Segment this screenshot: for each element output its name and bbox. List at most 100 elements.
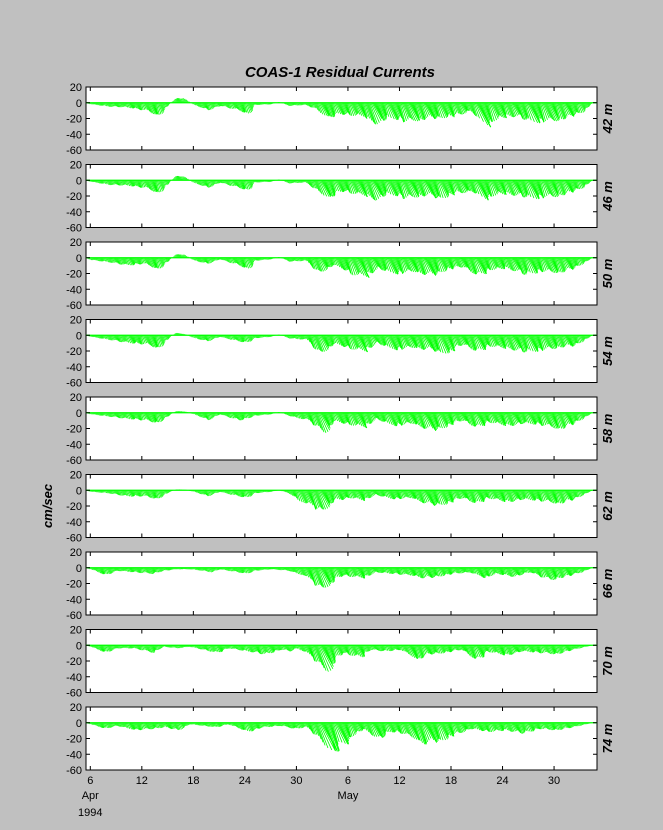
- stick: [538, 335, 543, 351]
- stick: [565, 722, 570, 729]
- stick: [413, 102, 419, 117]
- y-tick-label: -40: [66, 129, 82, 141]
- stick: [393, 180, 400, 194]
- stick: [130, 722, 135, 730]
- stick: [400, 490, 404, 499]
- stick: [109, 180, 113, 186]
- stick: [532, 490, 537, 499]
- stick: [297, 567, 301, 575]
- stick: [180, 722, 185, 729]
- stick: [225, 102, 228, 108]
- stick: [402, 567, 406, 574]
- stick: [347, 490, 351, 499]
- stick: [198, 645, 202, 650]
- stick: [572, 567, 576, 574]
- stick: [530, 412, 537, 425]
- stick: [441, 567, 446, 575]
- stick: [213, 722, 216, 727]
- stick: [414, 412, 419, 426]
- stick: [556, 490, 562, 504]
- stick: [350, 490, 355, 499]
- stick: [393, 567, 397, 573]
- stick: [480, 722, 485, 732]
- stick: [460, 722, 466, 732]
- stick: [492, 335, 499, 345]
- stick: [147, 257, 152, 267]
- stick: [218, 722, 221, 727]
- stick: [122, 412, 126, 418]
- stick: [535, 645, 540, 653]
- stick: [136, 567, 140, 573]
- stick: [332, 567, 337, 577]
- stick: [249, 567, 253, 573]
- stick: [404, 412, 410, 424]
- stick: [480, 335, 487, 349]
- stick: [234, 567, 237, 572]
- stick: [544, 567, 551, 579]
- stick: [225, 180, 228, 185]
- stick: [110, 645, 114, 651]
- stick: [439, 257, 447, 272]
- stick: [100, 645, 104, 652]
- stick: [538, 645, 541, 654]
- stick: [160, 102, 165, 112]
- stick: [242, 102, 246, 113]
- stick: [105, 335, 108, 340]
- stick: [539, 567, 543, 578]
- stick: [404, 567, 409, 575]
- stick: [430, 722, 439, 741]
- stick: [395, 490, 400, 499]
- stick: [530, 722, 535, 731]
- stick: [533, 257, 540, 270]
- stick: [571, 722, 574, 727]
- stick: [212, 645, 216, 652]
- stick: [480, 645, 485, 655]
- stick: [490, 412, 497, 424]
- stick: [518, 257, 526, 275]
- stick: [524, 645, 527, 651]
- stick: [545, 567, 552, 580]
- stick: [408, 335, 416, 349]
- stick: [564, 412, 573, 425]
- stick: [451, 412, 455, 423]
- stick: [160, 722, 163, 728]
- stick: [161, 257, 165, 265]
- stick: [107, 102, 110, 107]
- stick: [202, 645, 205, 650]
- stick: [258, 722, 262, 729]
- stick: [331, 722, 339, 745]
- stick: [441, 412, 449, 426]
- stick: [465, 335, 470, 347]
- stick: [544, 645, 549, 653]
- stick: [146, 645, 150, 652]
- stick: [249, 335, 253, 341]
- stick: [501, 180, 507, 194]
- stick: [402, 335, 408, 346]
- stick: [111, 257, 115, 263]
- stick: [463, 490, 469, 499]
- stick: [305, 567, 312, 580]
- stick: [155, 257, 160, 269]
- stick: [349, 567, 353, 578]
- stick: [206, 567, 209, 572]
- stick: [138, 645, 141, 651]
- stick: [117, 180, 120, 186]
- stick: [507, 257, 514, 272]
- stick: [133, 412, 137, 419]
- stick: [352, 335, 359, 348]
- stick: [173, 722, 176, 729]
- stick: [208, 257, 211, 264]
- stick: [347, 567, 352, 578]
- stick: [330, 645, 336, 660]
- stick: [311, 722, 316, 735]
- stick: [446, 645, 451, 653]
- stick: [327, 490, 334, 504]
- stick: [210, 257, 214, 263]
- stick: [562, 180, 569, 192]
- stick: [489, 180, 497, 196]
- y-tick-label: -20: [66, 656, 82, 668]
- stick: [366, 180, 374, 199]
- stick: [497, 567, 502, 575]
- stick: [366, 102, 375, 123]
- stick: [140, 722, 144, 730]
